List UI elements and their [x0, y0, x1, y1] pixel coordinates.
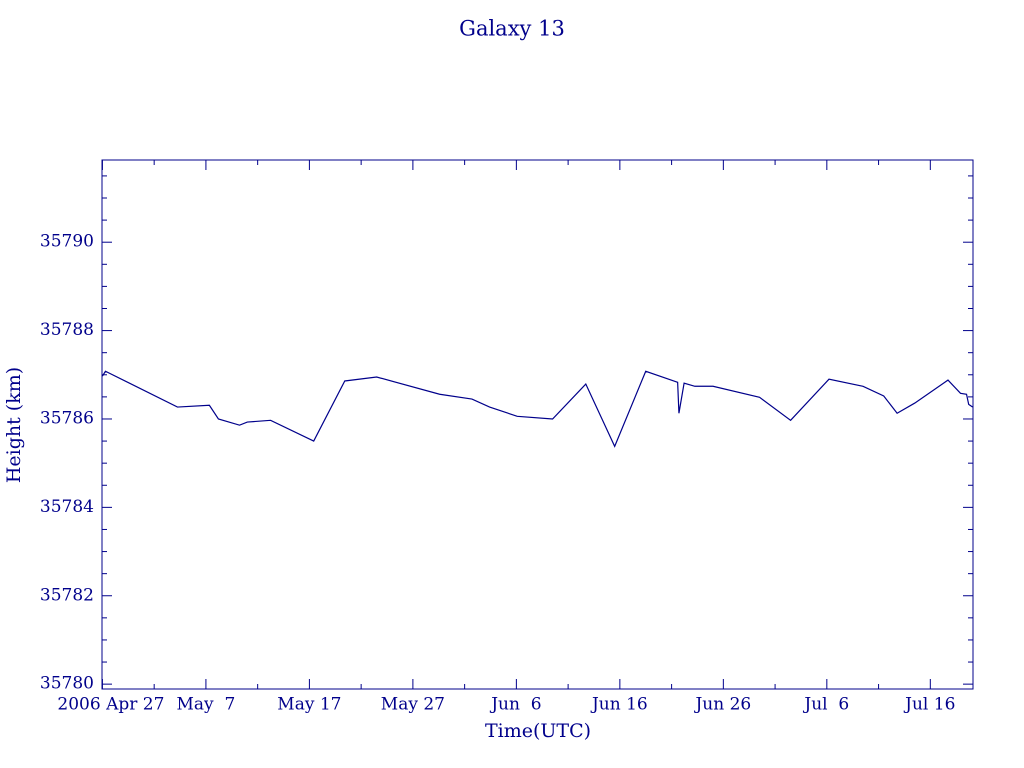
chart-title: Galaxy 13	[459, 17, 565, 41]
x-tick-label: May 7	[177, 695, 236, 715]
x-tick-label: Jul 16	[903, 695, 955, 715]
x-tick-label: Jun 16	[590, 695, 648, 715]
x-tick-label: 2006 Apr 27	[57, 695, 164, 715]
y-axis-label: Height (km)	[3, 367, 25, 483]
y-tick-label: 35784	[40, 497, 94, 517]
x-tick-label: Jul 6	[802, 695, 849, 715]
y-tick-label: 35782	[40, 585, 94, 605]
x-tick-label: Jun 26	[693, 695, 751, 715]
y-tick-label: 35790	[40, 232, 94, 252]
x-tick-label: May 27	[381, 695, 445, 715]
plot-frame	[101, 159, 974, 690]
x-tick-label: May 17	[277, 695, 341, 715]
x-axis-label: Time(UTC)	[485, 720, 591, 742]
data-line	[101, 370, 973, 448]
y-tick-label: 35788	[40, 320, 94, 340]
x-tick-label: Jun 6	[489, 695, 541, 715]
y-tick-label: 35780	[40, 674, 94, 694]
y-tick-label: 35786	[40, 408, 94, 428]
